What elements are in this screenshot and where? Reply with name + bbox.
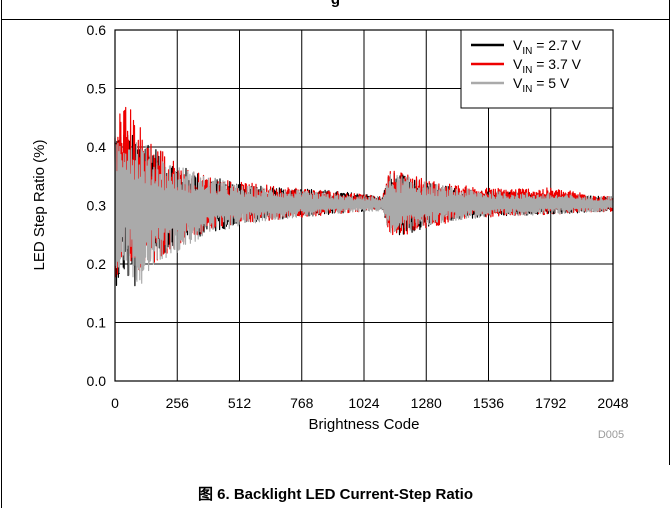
y-axis-ticks: 0.0 0.1 0.2 0.3 0.4 0.5 0.6 (87, 22, 107, 389)
x-tick-label: 512 (228, 395, 252, 411)
frame-top-border (1, 19, 670, 20)
y-tick-label: 0.5 (87, 81, 107, 97)
legend-label-0: VIN = 2.7 V (513, 37, 582, 57)
chart-series-layer (114, 106, 614, 287)
y-tick-label: 0.0 (87, 373, 107, 389)
figure-caption: 图 6. Backlight LED Current-Step Ratio (197, 486, 474, 503)
legend-label-2: VIN = 5 V (513, 75, 570, 95)
y-axis-label: LED Step Ratio (%) (31, 140, 48, 271)
y-tick-label: 0.1 (87, 315, 107, 331)
x-axis-label: Brightness Code (309, 416, 420, 433)
x-tick-label: 1280 (411, 395, 442, 411)
frame-right-border (669, 0, 670, 465)
x-axis-ticks: 0 256 512 768 1024 1280 1536 1792 2048 (111, 395, 629, 411)
legend-box (460, 29, 614, 109)
line-chart: 0 256 512 768 1024 1280 1536 1792 2048 0.0 0.1 0.2… (31, 22, 629, 441)
y-tick-label: 0.3 (87, 198, 107, 214)
x-tick-label: 768 (290, 395, 314, 411)
plot-area-border (114, 29, 614, 382)
x-tick-label: 2048 (597, 395, 628, 411)
y-tick-label: 0.6 (87, 22, 107, 38)
figure-code: D005 (598, 429, 624, 441)
legend-label-1: VIN = 3.7 V (513, 56, 582, 76)
y-tick-label: 0.2 (87, 256, 107, 272)
frame-left-border (1, 0, 2, 508)
x-tick-label: 1792 (535, 395, 566, 411)
x-tick-label: 256 (166, 395, 190, 411)
clipped-top-text: g (0, 0, 671, 8)
series-line-2 (114, 136, 614, 284)
x-tick-label: 1024 (348, 395, 379, 411)
y-tick-label: 0.4 (87, 139, 107, 155)
x-tick-label: 0 (111, 395, 119, 411)
x-tick-label: 1536 (473, 395, 504, 411)
